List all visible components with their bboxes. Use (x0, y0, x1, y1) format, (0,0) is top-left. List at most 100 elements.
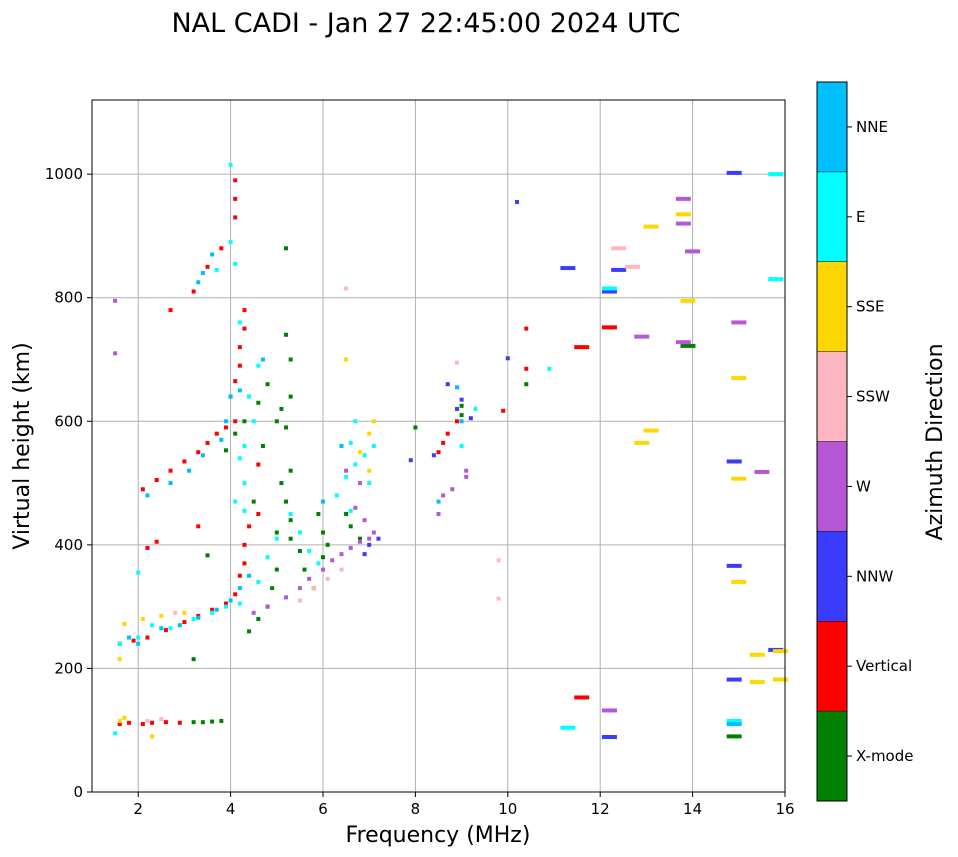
data-point (200, 271, 205, 275)
data-point (136, 641, 141, 646)
data-point (726, 722, 742, 727)
data-point (367, 468, 372, 473)
data-point (251, 419, 256, 424)
data-point (168, 626, 173, 631)
data-point (611, 246, 627, 251)
data-point (191, 720, 196, 725)
data-point (321, 499, 325, 504)
data-point (307, 549, 312, 554)
data-point (321, 567, 325, 572)
series-sse (117, 212, 788, 739)
data-point (464, 468, 469, 473)
data-point (233, 215, 238, 220)
data-point (196, 450, 201, 455)
data-point (233, 592, 238, 597)
data-point (242, 419, 247, 424)
data-point (223, 604, 228, 609)
plot-frame (91, 99, 786, 793)
series-vertical (117, 178, 617, 727)
data-point (367, 431, 372, 436)
data-point (601, 286, 617, 291)
data-point (643, 428, 659, 433)
data-point (344, 286, 349, 291)
data-point (150, 734, 155, 739)
data-point (680, 298, 696, 303)
data-point (177, 720, 182, 725)
data-point (214, 607, 219, 612)
data-point (242, 508, 247, 513)
data-point (560, 725, 576, 730)
x-tick-label: 6 (318, 800, 328, 818)
data-point (228, 598, 233, 603)
data-point (297, 586, 302, 591)
data-point (126, 635, 131, 640)
data-point (284, 332, 289, 337)
data-point (574, 345, 590, 350)
colorbar-tick-label: X-mode (856, 747, 913, 765)
colorbar-segment (817, 441, 847, 532)
data-point (182, 610, 187, 615)
data-point (376, 536, 381, 541)
data-point (634, 440, 650, 445)
data-point (200, 453, 205, 458)
x-tick-label: 12 (591, 800, 610, 818)
data-point (223, 448, 228, 453)
data-point (196, 615, 201, 620)
y-tick-label: 400 (54, 536, 83, 554)
data-point (731, 476, 747, 481)
colorbar-segment (817, 351, 847, 442)
data-point (436, 511, 441, 516)
data-point (726, 718, 742, 723)
data-point (441, 493, 446, 498)
data-point (726, 170, 742, 175)
colorbar-segment (817, 621, 847, 712)
data-point (256, 579, 261, 584)
x-tick-label: 2 (133, 800, 143, 818)
data-point (168, 481, 173, 486)
data-point (749, 680, 765, 685)
data-point (344, 468, 349, 473)
data-point (772, 649, 788, 654)
data-point (367, 481, 372, 486)
data-point (768, 277, 784, 282)
data-point (297, 549, 302, 554)
series-nne (126, 252, 742, 727)
data-point (459, 413, 464, 418)
y-tick-label: 1000 (45, 165, 83, 183)
data-point (223, 425, 228, 430)
data-point (321, 530, 325, 535)
data-point (524, 382, 529, 387)
data-point (754, 469, 770, 474)
data-point (316, 561, 321, 566)
data-point (126, 720, 131, 725)
data-point (219, 246, 224, 251)
data-point (357, 539, 362, 544)
data-point (454, 419, 459, 424)
data-points (113, 162, 788, 740)
series-ssw (145, 246, 641, 723)
data-point (210, 610, 215, 615)
data-point (237, 388, 242, 393)
data-point (274, 567, 279, 572)
data-point (117, 657, 122, 662)
data-point (316, 511, 321, 516)
data-point (726, 459, 742, 464)
data-point (233, 419, 238, 424)
data-point (122, 621, 127, 626)
data-point (524, 326, 529, 331)
data-point (242, 308, 247, 313)
data-point (325, 542, 330, 547)
y-axis-label: Virtual height (km) (10, 342, 35, 549)
data-point (163, 628, 168, 633)
data-point (524, 366, 529, 371)
data-point (182, 459, 187, 464)
data-point (459, 403, 464, 408)
data-point (196, 280, 201, 285)
data-point (321, 555, 325, 560)
data-point (339, 567, 344, 572)
data-point (145, 545, 150, 550)
x-tick-label: 14 (683, 800, 702, 818)
x-tick-label: 8 (411, 800, 421, 818)
data-point (200, 720, 205, 725)
data-point (237, 345, 242, 350)
